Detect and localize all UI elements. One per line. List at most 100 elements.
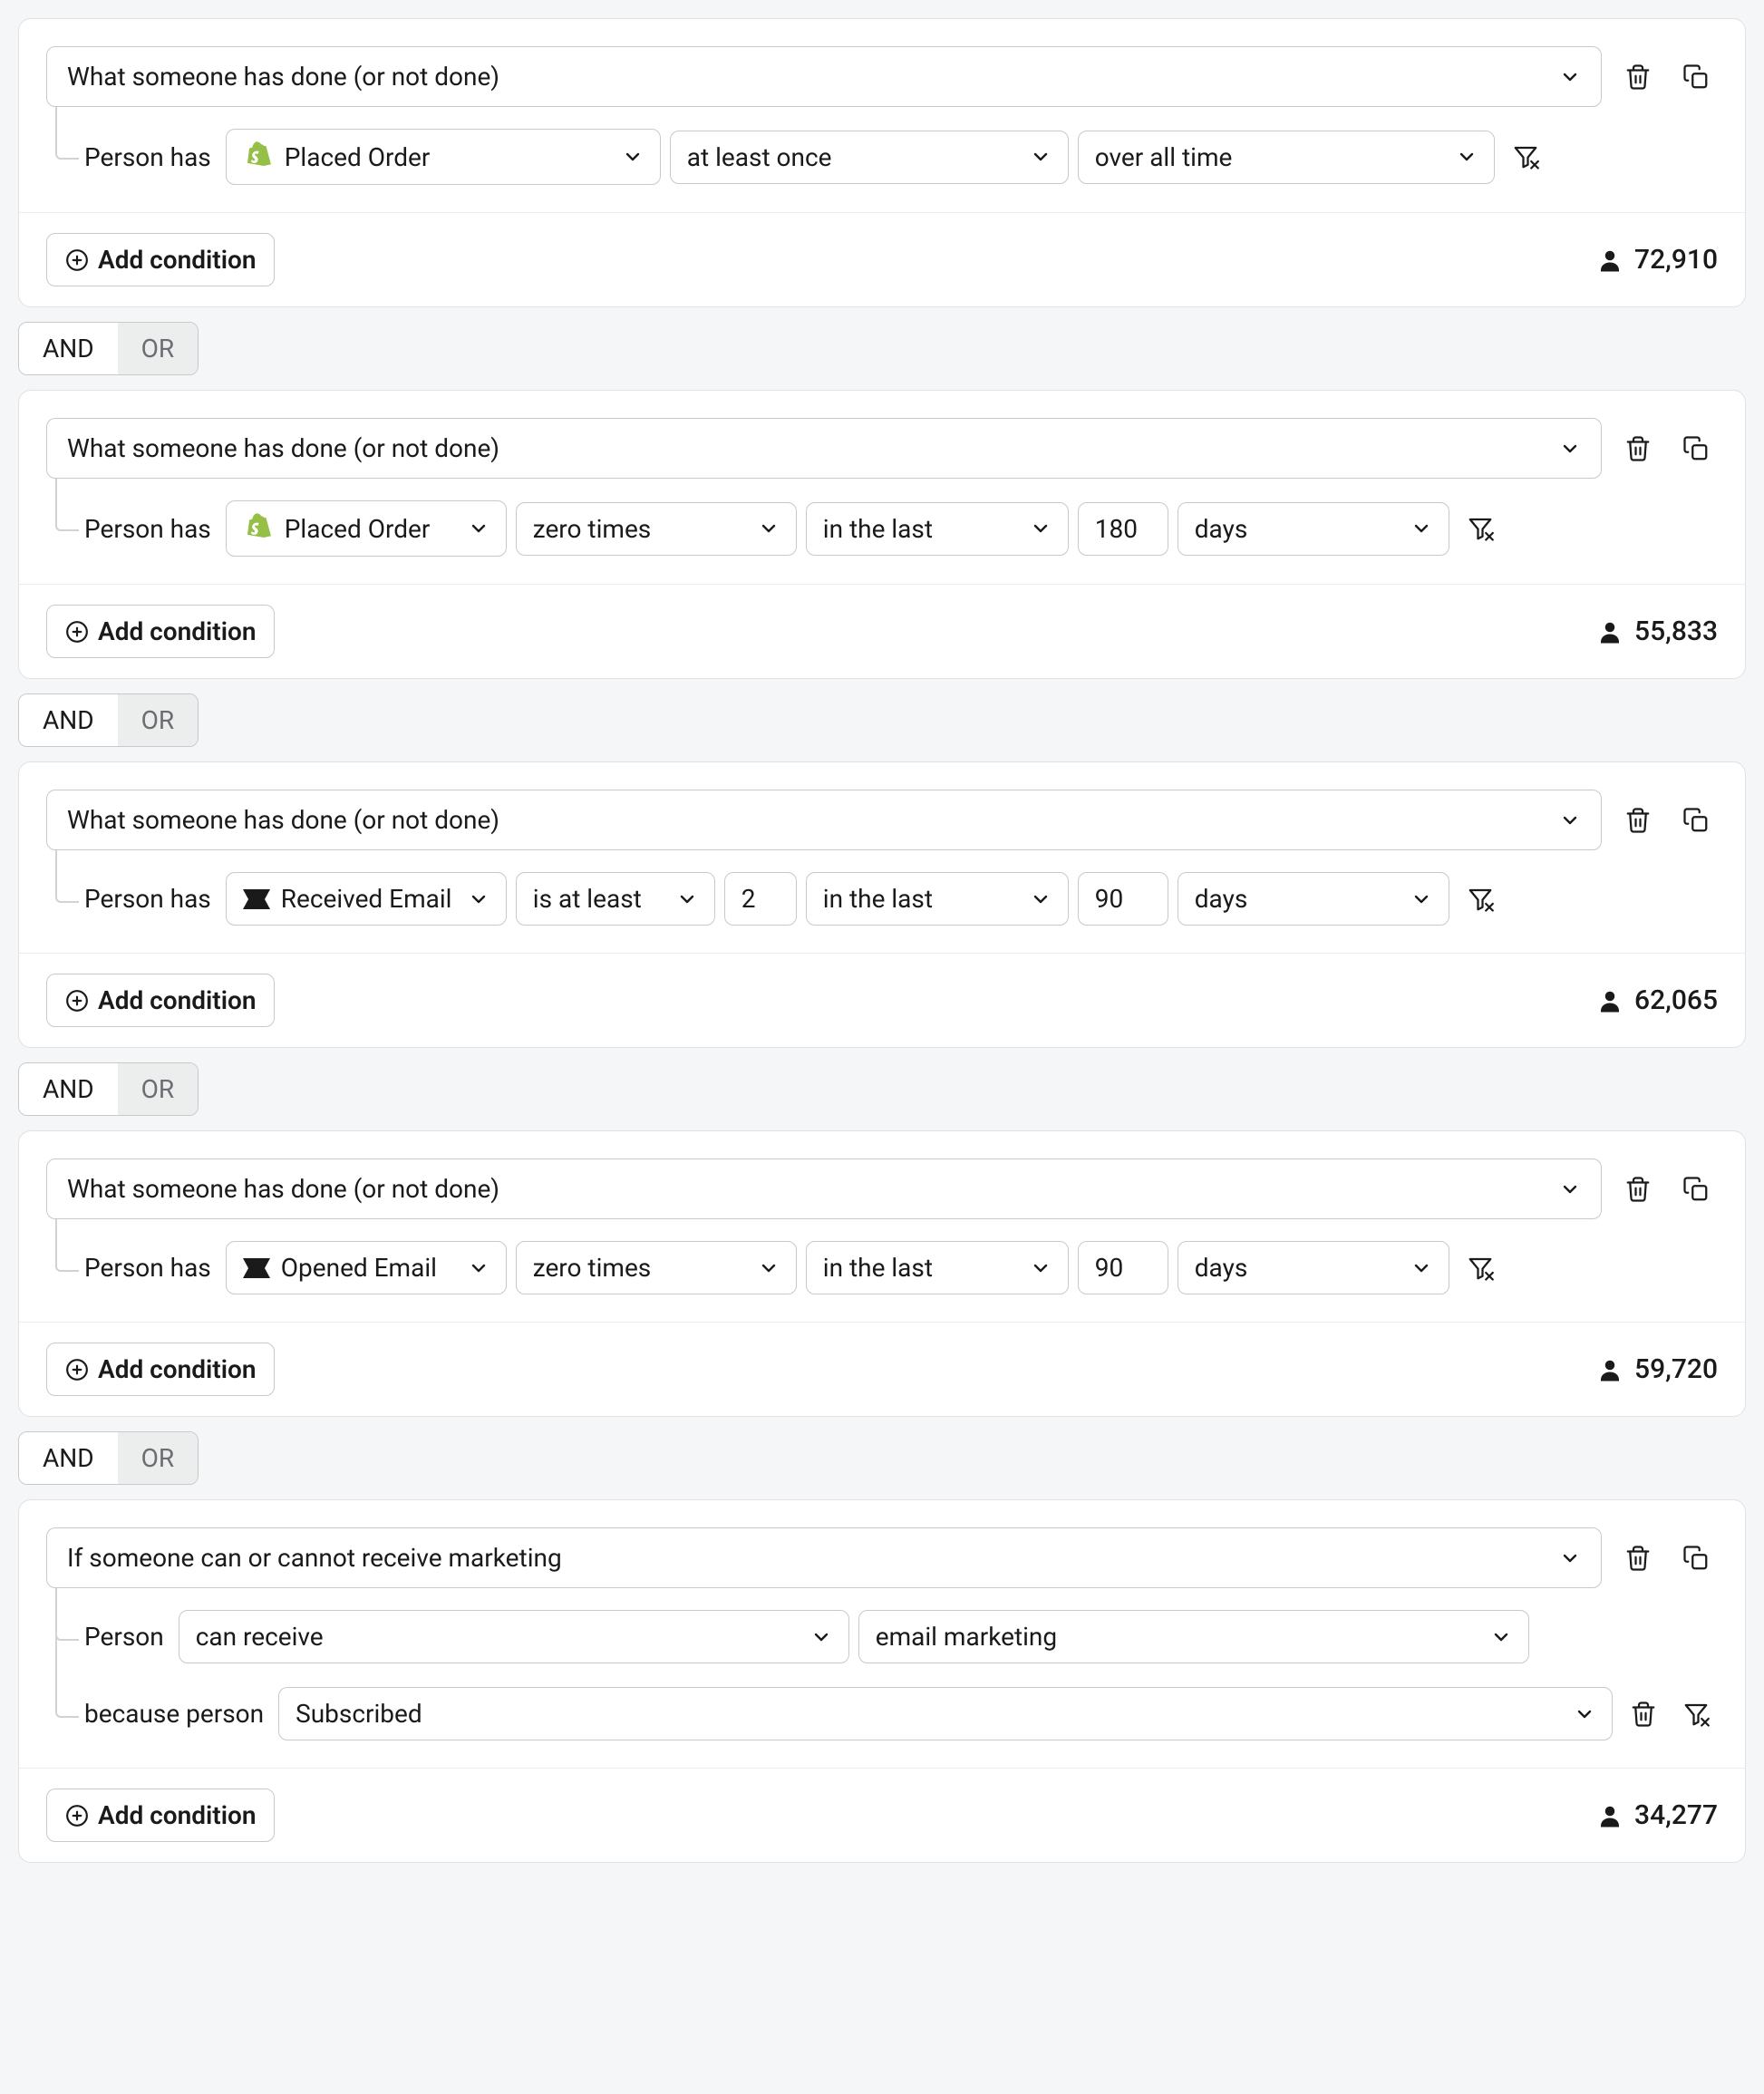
profile-count: 72,910	[1596, 244, 1718, 276]
logic-toggle: AND OR	[18, 693, 199, 747]
condition-type-select[interactable]: What someone has done (or not done)	[46, 1158, 1602, 1219]
copy-icon[interactable]	[1674, 1168, 1718, 1211]
plus-icon	[65, 989, 89, 1013]
segment-block: What someone has done (or not done) Pers…	[18, 390, 1746, 679]
timeframe-value-input[interactable]: 90	[1078, 1241, 1168, 1294]
count-value: 62,065	[1634, 984, 1718, 1016]
condition-type-label: What someone has done (or not done)	[67, 433, 499, 463]
timeframe-value-input[interactable]: 90	[1078, 872, 1168, 926]
delete-icon[interactable]	[1616, 55, 1660, 99]
or-button[interactable]: OR	[118, 1063, 199, 1115]
timeframe-prefix-select[interactable]: in the last	[806, 1241, 1069, 1294]
timeframe-label: over all time	[1095, 142, 1233, 172]
frequency-select[interactable]: zero times	[516, 1241, 797, 1294]
condition-type-select[interactable]: If someone can or cannot receive marketi…	[46, 1527, 1602, 1588]
segment-block: What someone has done (or not done) Pers…	[18, 18, 1746, 307]
event-select[interactable]: Received Email	[226, 872, 507, 926]
condition-type-select[interactable]: What someone has done (or not done)	[46, 790, 1602, 850]
delete-icon[interactable]	[1616, 427, 1660, 470]
event-label: Placed Order	[285, 514, 431, 544]
filter-icon[interactable]	[1459, 877, 1502, 921]
add-condition-button[interactable]: Add condition	[46, 1789, 275, 1842]
logic-toggle: AND OR	[18, 1431, 199, 1485]
can-receive-select[interactable]: can receive	[179, 1610, 849, 1663]
frequency-label: zero times	[533, 1253, 651, 1283]
person-label: Person	[84, 1622, 164, 1652]
person-icon	[1596, 247, 1623, 274]
add-condition-label: Add condition	[98, 985, 256, 1015]
or-button[interactable]: OR	[118, 1432, 199, 1484]
person-icon	[1596, 618, 1623, 645]
add-condition-button[interactable]: Add condition	[46, 233, 275, 286]
condition-type-select[interactable]: What someone has done (or not done)	[46, 46, 1602, 107]
segment-block: If someone can or cannot receive marketi…	[18, 1499, 1746, 1863]
event-label: Received Email	[281, 884, 452, 914]
frequency-label: is at least	[533, 884, 642, 914]
frequency-value-input[interactable]: 2	[724, 872, 797, 926]
delete-icon[interactable]	[1616, 1168, 1660, 1211]
event-select[interactable]: Placed Order	[226, 500, 507, 557]
copy-icon[interactable]	[1674, 1537, 1718, 1580]
copy-icon[interactable]	[1674, 55, 1718, 99]
timeframe-unit-select[interactable]: days	[1178, 872, 1449, 926]
person-has-label: Person has	[84, 142, 211, 172]
filter-icon[interactable]	[1459, 1246, 1502, 1290]
segment-block: What someone has done (or not done) Pers…	[18, 1130, 1746, 1417]
condition-type-label: What someone has done (or not done)	[67, 1174, 499, 1204]
condition-type-select[interactable]: What someone has done (or not done)	[46, 418, 1602, 479]
timeframe-unit-select[interactable]: days	[1178, 502, 1449, 556]
channel-select[interactable]: email marketing	[858, 1610, 1529, 1663]
or-button[interactable]: OR	[118, 694, 199, 746]
and-button[interactable]: AND	[19, 1432, 118, 1484]
add-condition-button[interactable]: Add condition	[46, 974, 275, 1027]
timeframe-prefix-select[interactable]: in the last	[806, 872, 1069, 926]
and-button[interactable]: AND	[19, 323, 118, 374]
condition-type-label: What someone has done (or not done)	[67, 805, 499, 835]
profile-count: 55,833	[1596, 616, 1718, 647]
logic-toggle: AND OR	[18, 1062, 199, 1116]
filter-icon[interactable]	[1459, 507, 1502, 550]
person-icon	[1596, 1356, 1623, 1383]
filter-icon[interactable]	[1504, 135, 1547, 179]
timeframe-select[interactable]: over all time	[1078, 131, 1495, 184]
filter-icon[interactable]	[1674, 1692, 1718, 1736]
count-value: 59,720	[1634, 1353, 1718, 1385]
timeframe-value-input[interactable]: 180	[1078, 502, 1168, 556]
event-select[interactable]: Opened Email	[226, 1241, 507, 1294]
copy-icon[interactable]	[1674, 799, 1718, 842]
logic-row: AND OR	[18, 1417, 1746, 1499]
add-condition-label: Add condition	[98, 616, 256, 646]
copy-icon[interactable]	[1674, 427, 1718, 470]
plus-icon	[65, 1804, 89, 1827]
logic-toggle: AND OR	[18, 322, 199, 375]
count-value: 34,277	[1634, 1799, 1718, 1831]
reason-select[interactable]: Subscribed	[278, 1687, 1613, 1740]
timeframe-prefix-select[interactable]: in the last	[806, 502, 1069, 556]
logic-row: AND OR	[18, 307, 1746, 390]
frequency-select[interactable]: zero times	[516, 502, 797, 556]
frequency-label: zero times	[533, 514, 651, 544]
plus-icon	[65, 1358, 89, 1381]
plus-icon	[65, 248, 89, 272]
event-label: Opened Email	[281, 1253, 437, 1283]
frequency-select[interactable]: is at least	[516, 872, 715, 926]
delete-icon[interactable]	[1616, 1537, 1660, 1580]
logic-row: AND OR	[18, 1048, 1746, 1130]
add-condition-button[interactable]: Add condition	[46, 1343, 275, 1396]
frequency-label: at least once	[687, 142, 832, 172]
delete-icon[interactable]	[1616, 799, 1660, 842]
condition-type-label: If someone can or cannot receive marketi…	[67, 1543, 562, 1573]
timeframe-unit-select[interactable]: days	[1178, 1241, 1449, 1294]
frequency-select[interactable]: at least once	[670, 131, 1069, 184]
and-button[interactable]: AND	[19, 694, 118, 746]
person-has-label: Person has	[84, 884, 211, 914]
add-condition-label: Add condition	[98, 1354, 256, 1384]
add-condition-label: Add condition	[98, 245, 256, 275]
add-condition-button[interactable]: Add condition	[46, 605, 275, 658]
or-button[interactable]: OR	[118, 323, 199, 374]
event-select[interactable]: Placed Order	[226, 129, 661, 185]
profile-count: 34,277	[1596, 1799, 1718, 1831]
and-button[interactable]: AND	[19, 1063, 118, 1115]
count-value: 72,910	[1634, 244, 1718, 276]
delete-row-icon[interactable]	[1622, 1692, 1665, 1736]
